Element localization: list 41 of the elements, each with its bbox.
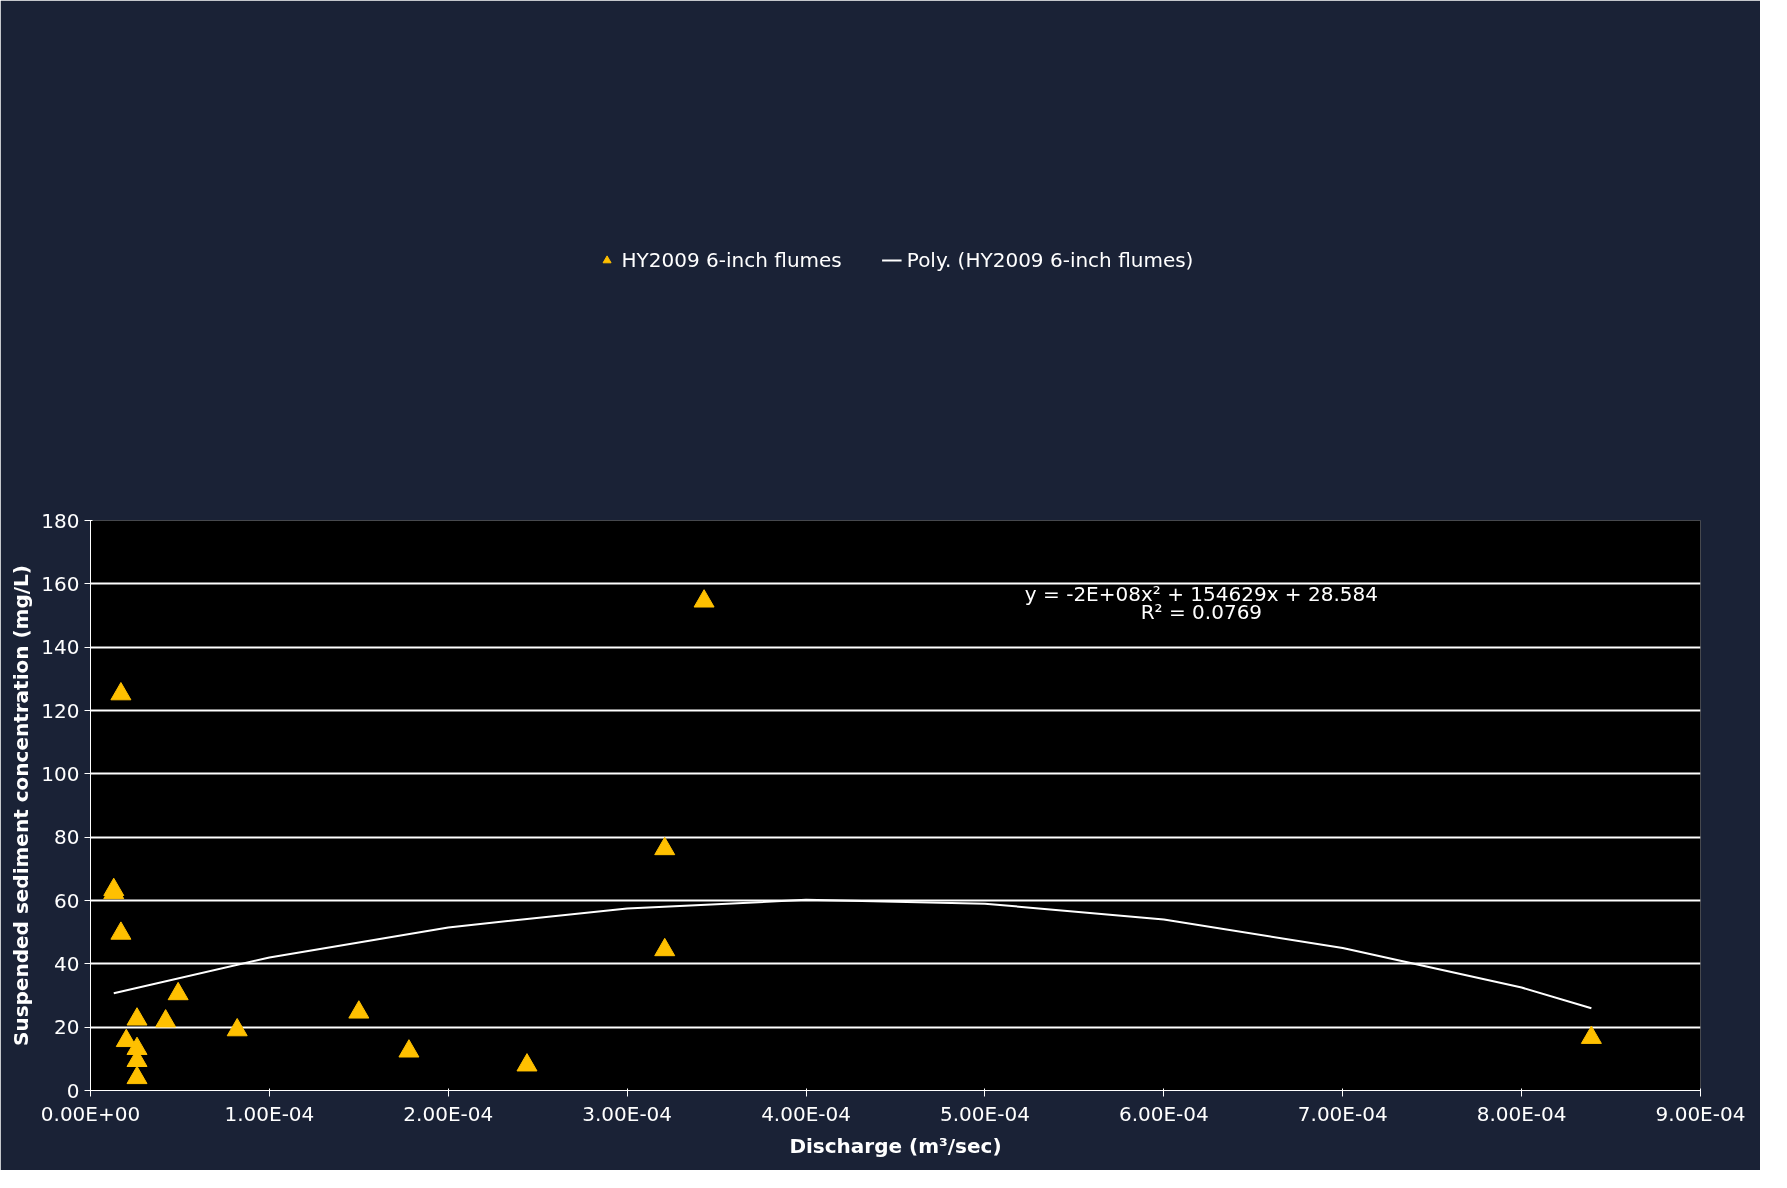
point <box>654 836 676 856</box>
annotation: R² = 0.0769 <box>1140 600 1263 625</box>
y-tick-label: 100 <box>41 761 80 786</box>
y-tick-label: 180 <box>41 508 80 533</box>
point <box>126 1065 148 1085</box>
point <box>167 981 189 1001</box>
y-tick-label: 40 <box>54 951 80 976</box>
legend-label: HY2009 6-inch flumes <box>621 248 842 272</box>
x-tick-label: 2.00E-04 <box>403 1101 494 1126</box>
y-tick-label: 120 <box>41 698 80 723</box>
y-tick-label: 80 <box>54 825 80 850</box>
point <box>693 589 715 608</box>
legend-label: Poly. (HY2009 6-inch flumes) <box>906 248 1194 272</box>
x-tick-label: 0.00E+00 <box>40 1101 141 1126</box>
x-tick-label: 8.00E-04 <box>1476 1101 1567 1126</box>
x-tick-label: 4.00E-04 <box>761 1101 851 1126</box>
x-tick-label: 3.00E-04 <box>582 1101 673 1126</box>
y-tick-label: 0 <box>66 1078 80 1103</box>
x-tick-label: 6.00E-04 <box>1118 1101 1209 1126</box>
y-tick-label: 140 <box>41 635 80 660</box>
point <box>1580 1025 1602 1044</box>
point <box>115 1028 137 1048</box>
point <box>654 937 676 957</box>
point <box>398 1039 420 1058</box>
point <box>126 1007 148 1026</box>
x-tick-label: 5.00E-04 <box>940 1101 1030 1126</box>
point <box>110 681 132 701</box>
point <box>155 1009 177 1028</box>
x-tick-label: 7.00E-04 <box>1297 1101 1388 1126</box>
point <box>226 1017 248 1037</box>
y-axis-title: Suspended sediment concentration (mg/L) <box>9 565 34 1046</box>
line-series <box>112 898 1593 1010</box>
x-tick-label: 1.00E-04 <box>224 1101 315 1126</box>
point <box>516 1053 538 1072</box>
x-tick-label: 9.00E-04 <box>1655 1101 1746 1126</box>
y-tick-label: 160 <box>41 571 80 596</box>
y-tick-label: 60 <box>54 888 80 913</box>
point <box>348 1000 370 1019</box>
y-tick-label: 20 <box>54 1015 80 1040</box>
point <box>110 921 132 940</box>
x-axis-title: Discharge (m³/sec) <box>789 1133 1002 1158</box>
